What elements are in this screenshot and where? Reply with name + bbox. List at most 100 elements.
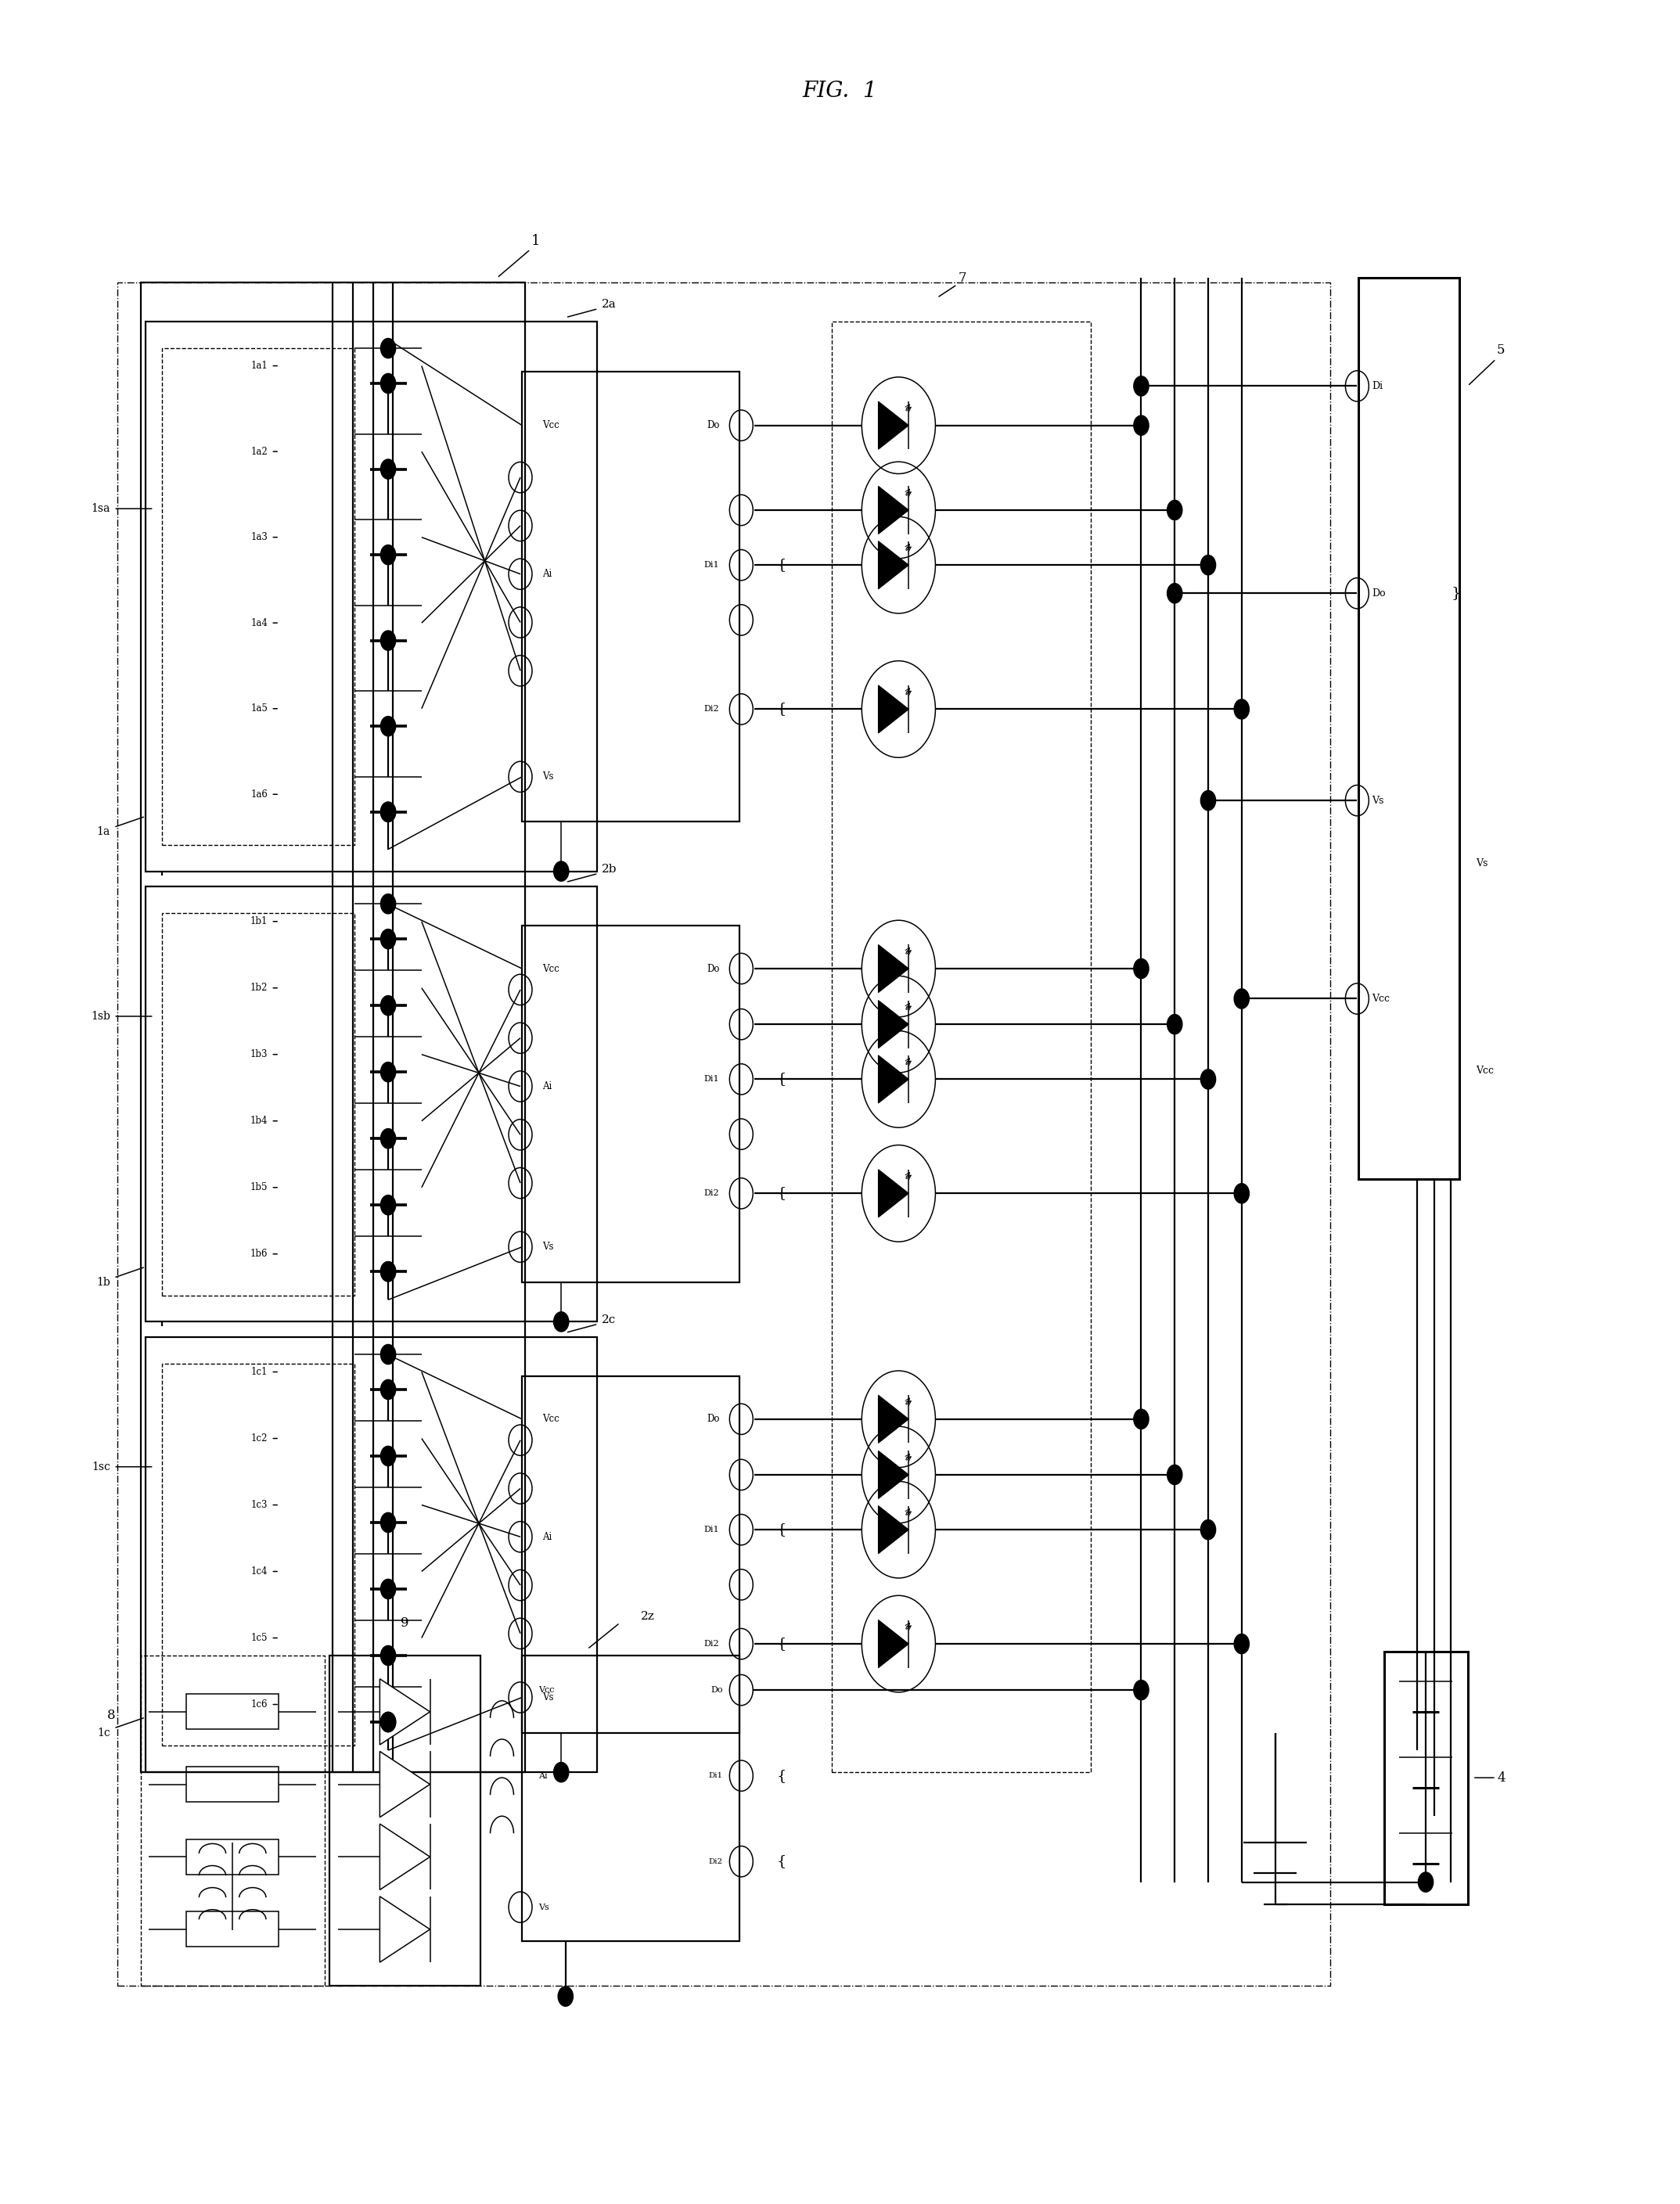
Polygon shape [879,542,909,588]
Circle shape [1168,1466,1183,1485]
Text: 1b5: 1b5 [250,1181,267,1192]
Text: 1b4: 1b4 [250,1115,267,1126]
Text: Vcc: Vcc [1373,994,1389,1003]
Text: Do: Do [711,1686,722,1695]
Polygon shape [879,1001,909,1049]
Bar [1359,278,1460,1179]
Text: Vcc: Vcc [1477,1067,1494,1076]
Text: Vs: Vs [1373,796,1384,807]
Text: 2z: 2z [640,1611,655,1622]
Circle shape [1201,1521,1216,1541]
Polygon shape [380,1679,430,1746]
Bar [1384,1651,1468,1904]
Circle shape [1235,990,1250,1009]
Circle shape [381,1062,396,1082]
Bar [146,1338,598,1772]
Text: {: { [776,1523,786,1536]
Circle shape [381,1344,396,1364]
Text: 1sa: 1sa [91,503,111,514]
Circle shape [554,1763,570,1783]
Circle shape [381,458,396,478]
Text: Di2: Di2 [704,1190,719,1197]
Text: 4: 4 [1497,1772,1505,1785]
Circle shape [381,1195,396,1214]
Text: {: { [776,1071,786,1087]
Circle shape [1168,584,1183,604]
Text: Di2: Di2 [704,705,719,714]
Circle shape [381,1512,396,1532]
Polygon shape [380,1825,430,1889]
Circle shape [554,1311,570,1331]
Text: {: { [776,703,786,716]
Polygon shape [879,946,909,992]
Circle shape [381,1713,396,1732]
Circle shape [381,544,396,564]
Circle shape [381,1446,396,1466]
Circle shape [1134,377,1149,397]
Text: Vs: Vs [539,1904,549,1911]
Polygon shape [879,1620,909,1668]
Text: 1b: 1b [96,1276,111,1287]
Bar [146,886,598,1322]
Text: 1a: 1a [97,826,111,838]
Bar [832,322,1090,1772]
Text: 1a2: 1a2 [250,447,267,456]
Circle shape [1134,1408,1149,1428]
Text: }: } [1452,586,1460,599]
Polygon shape [879,401,909,450]
Circle shape [381,1128,396,1148]
Circle shape [1235,1633,1250,1653]
Text: Do: Do [1373,588,1386,597]
Circle shape [1201,791,1216,811]
Text: 1b3: 1b3 [250,1049,267,1060]
Text: 1c6: 1c6 [250,1699,267,1710]
Circle shape [381,1578,396,1598]
Text: Ai: Ai [539,1772,548,1779]
Text: 1a1: 1a1 [250,361,267,370]
Text: Do: Do [707,963,719,974]
Text: 1c2: 1c2 [250,1433,267,1444]
Text: Vcc: Vcc [543,1415,559,1424]
Text: Ai: Ai [543,569,551,580]
Text: Vcc: Vcc [543,963,559,974]
Circle shape [381,1713,396,1732]
Polygon shape [879,1450,909,1499]
Circle shape [381,1646,396,1666]
Circle shape [381,1261,396,1281]
Text: 2b: 2b [601,864,617,875]
Circle shape [381,996,396,1016]
Text: Di1: Di1 [704,1076,719,1082]
Text: 1sc: 1sc [92,1461,111,1472]
Text: Ai: Ai [543,1532,551,1543]
Circle shape [381,630,396,650]
Circle shape [381,716,396,736]
Text: Vcc: Vcc [543,421,559,430]
Circle shape [1168,500,1183,520]
Circle shape [1201,1069,1216,1089]
Text: {: { [776,1768,786,1783]
Circle shape [381,1261,396,1281]
Text: 1c5: 1c5 [250,1633,267,1642]
Bar [186,1840,279,1873]
Text: Di: Di [1373,381,1383,390]
Text: Vs: Vs [543,771,553,782]
Text: Di1: Di1 [704,562,719,569]
Text: 1c: 1c [97,1728,111,1739]
Text: Vs: Vs [543,1693,553,1701]
Text: {: { [776,1854,786,1869]
Text: 5: 5 [1497,344,1505,357]
Bar [141,282,526,1772]
Text: 1sb: 1sb [91,1012,111,1023]
Polygon shape [879,1170,909,1217]
Bar [186,1768,279,1803]
Text: {: { [776,1638,786,1651]
Text: Vs: Vs [1477,860,1488,868]
Bar [163,348,354,844]
Text: 2c: 2c [601,1314,617,1325]
Text: 7: 7 [958,271,966,284]
Text: 1a3: 1a3 [250,531,267,542]
Text: Do: Do [707,421,719,430]
Circle shape [381,372,396,392]
Bar [522,1655,739,1942]
Bar [186,1695,279,1730]
